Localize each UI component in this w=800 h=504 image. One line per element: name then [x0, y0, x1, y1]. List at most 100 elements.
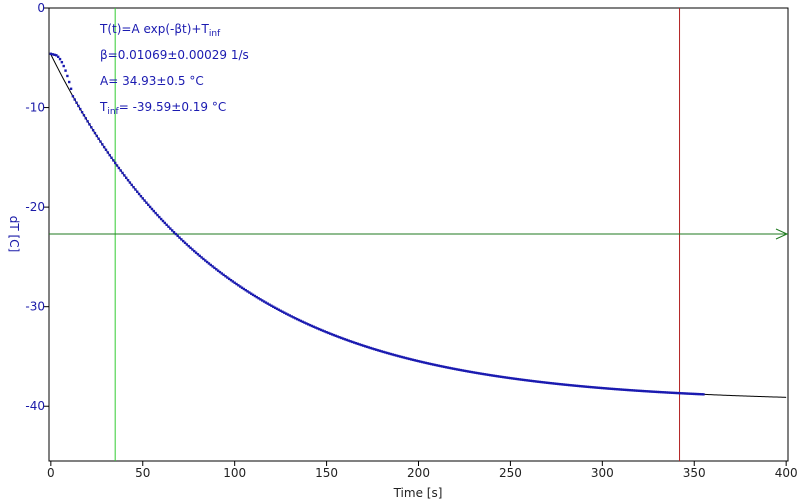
data-point: [650, 390, 654, 393]
data-point: [549, 381, 553, 385]
data-point: [117, 166, 121, 170]
data-point: [147, 203, 150, 207]
data-point: [169, 227, 172, 230]
y-tick-label: -30: [25, 300, 45, 314]
data-point: [483, 373, 486, 376]
data-point: [143, 199, 146, 202]
data-point: [216, 269, 220, 272]
data-point: [71, 95, 75, 98]
data-point: [193, 249, 196, 253]
data-point: [301, 320, 304, 323]
data-point: [275, 307, 279, 310]
data-point: [343, 338, 347, 341]
data-point: [625, 388, 628, 392]
data-point: [386, 351, 389, 355]
data-point: [251, 293, 255, 297]
data-point: [244, 288, 247, 292]
data-point: [323, 330, 326, 333]
data-point: [99, 140, 102, 143]
annotation-formula: T(t)=A exp(-βt)+Tinf: [99, 22, 221, 39]
data-point: [325, 330, 328, 334]
data-point: [91, 129, 95, 132]
data-point: [564, 383, 567, 386]
data-point: [503, 376, 507, 379]
data-point: [580, 385, 584, 388]
data-point: [428, 362, 431, 365]
data-point: [170, 229, 174, 232]
data-point: [101, 143, 104, 146]
data-point: [330, 333, 334, 336]
data-point: [439, 364, 442, 368]
data-point: [231, 280, 235, 283]
data-point: [602, 387, 606, 390]
data-point: [411, 358, 415, 362]
data-point: [472, 371, 475, 374]
data-point: [450, 367, 453, 370]
data-point: [647, 390, 650, 393]
data-point: [417, 359, 420, 363]
data-point: [49, 52, 53, 55]
data-point: [424, 361, 428, 365]
data-point: [391, 353, 394, 356]
data-point: [156, 213, 159, 217]
data-point: [294, 317, 297, 320]
data-point: [507, 376, 510, 380]
annotation-beta: β=0.01069±0.00029 1/s: [100, 48, 249, 62]
data-point: [58, 57, 62, 61]
fit-annotation: T(t)=A exp(-βt)+Tinf β=0.01069±0.00029 1…: [99, 22, 249, 117]
data-point: [582, 385, 586, 388]
data-point: [268, 303, 271, 306]
data-point: [406, 357, 409, 360]
data-point: [395, 354, 398, 357]
data-point: [512, 377, 516, 380]
data-point: [477, 372, 481, 375]
data-point: [102, 145, 106, 149]
data-point: [485, 373, 488, 376]
data-point: [422, 361, 426, 364]
data-point: [573, 384, 576, 387]
data-point: [176, 234, 179, 238]
cursor-layer[interactable]: [49, 8, 789, 461]
data-point: [279, 309, 282, 312]
data-point: [218, 270, 222, 274]
data-point: [290, 315, 293, 318]
x-tick-label: 100: [223, 466, 246, 480]
data-point: [204, 259, 207, 262]
data-point: [455, 368, 459, 371]
y-axis-label: dT [C]: [7, 216, 21, 253]
data-point: [211, 265, 214, 268]
data-point: [481, 372, 485, 376]
data-point: [413, 359, 417, 362]
data-point: [415, 359, 418, 362]
data-point: [183, 241, 187, 244]
data-point: [501, 375, 505, 379]
data-point: [441, 365, 444, 368]
data-point: [255, 295, 258, 299]
data-point: [215, 268, 218, 271]
data-point: [314, 326, 317, 329]
data-point: [667, 391, 670, 394]
data-point: [159, 217, 163, 221]
data-point: [623, 388, 626, 391]
data-point: [593, 386, 597, 389]
data-point: [498, 375, 501, 378]
data-point: [185, 243, 189, 246]
data-point: [522, 378, 525, 382]
data-point: [553, 382, 556, 385]
data-point: [500, 375, 503, 379]
data-point: [700, 393, 703, 396]
data-point: [161, 219, 165, 223]
data-point: [696, 392, 700, 396]
data-point: [194, 251, 198, 254]
data-point: [336, 335, 339, 338]
data-point: [112, 159, 115, 162]
data-point: [340, 336, 343, 340]
data-point: [569, 384, 573, 387]
data-series-layer: [49, 52, 705, 396]
data-point: [266, 302, 269, 305]
data-point: [191, 248, 194, 251]
data-point: [51, 53, 54, 56]
data-point: [420, 360, 424, 364]
data-point: [382, 350, 385, 354]
data-point: [349, 340, 352, 343]
